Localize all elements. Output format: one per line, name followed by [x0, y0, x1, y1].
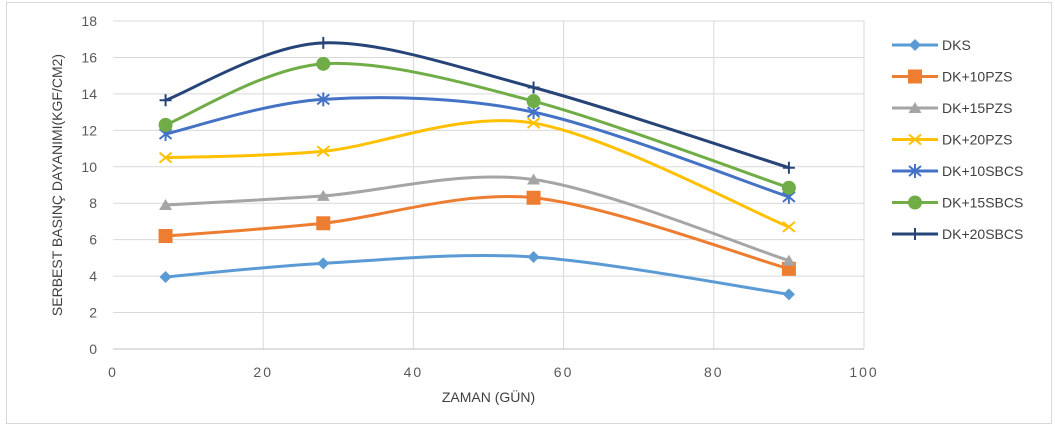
legend-marker [908, 133, 922, 146]
legend-item: DK+20SBCS [892, 226, 1023, 242]
data-point [158, 117, 173, 132]
y-tick-label: 10 [81, 159, 97, 175]
data-point [158, 229, 173, 244]
y-tick-label: 4 [89, 268, 97, 284]
y-tick-label: 16 [81, 49, 97, 65]
x-tick-label: 0 [108, 364, 118, 380]
x-tick-label: 40 [404, 364, 424, 380]
legend-marker [909, 39, 921, 51]
y-tick-label: 18 [81, 13, 97, 29]
y-tick-label: 0 [89, 341, 97, 357]
x-tick-label: 80 [704, 364, 724, 380]
data-point [316, 216, 331, 231]
y-tick-label: 14 [81, 86, 97, 102]
series-dk-10pzs [158, 190, 796, 276]
legend-item: DK+15SBCS [892, 195, 1023, 211]
data-point [316, 189, 330, 201]
legend-marker [908, 102, 922, 113]
legend-label: DKS [942, 37, 971, 53]
data-point [782, 161, 795, 174]
series-dk-20pzs [158, 117, 796, 233]
y-tick-label: 8 [89, 195, 97, 211]
x-tick-label: 100 [849, 364, 878, 380]
legend-label: DK+15SBCS [942, 195, 1023, 211]
legend-label: DK+20SBCS [942, 226, 1023, 242]
data-point [782, 221, 796, 233]
data-point [526, 94, 541, 109]
data-point [526, 117, 541, 129]
data-point [159, 199, 173, 211]
data-point [782, 254, 796, 266]
series-dk-10sbcs [158, 92, 796, 204]
data-point [158, 151, 173, 164]
series-dk-15pzs [159, 173, 796, 266]
data-point [317, 36, 330, 49]
legend-marker [908, 164, 922, 178]
legend-label: DK+20PZS [942, 132, 1012, 148]
data-point [316, 145, 330, 158]
x-tick-label: 20 [253, 364, 273, 380]
x-axis-ticks: 0 20 40 60 80 100 [108, 364, 878, 380]
y-tick-label: 2 [89, 305, 97, 321]
legend: DKS DK+10PZS DK+15PZS DK+20PZS DK+10SBCS DK+1… [892, 37, 1023, 242]
series-line [164, 41, 791, 170]
series-line [164, 253, 791, 296]
data-point [782, 288, 795, 301]
series-line [164, 61, 791, 190]
x-tick-label: 60 [554, 364, 574, 380]
x-axis-title: ZAMAN (GÜN) [442, 388, 535, 405]
chart-frame [6, 2, 1052, 424]
data-point [316, 56, 331, 71]
gridlines [113, 20, 865, 350]
data-point [527, 250, 540, 263]
legend-label: DK+10SBCS [942, 163, 1023, 179]
data-point [527, 81, 540, 94]
series-line [164, 175, 791, 263]
legend-item: DKS [892, 37, 971, 53]
y-axis-title: SERBEST BASINÇ DAYANIMI(KGF/CM2) [49, 54, 65, 316]
series-line [164, 195, 791, 271]
data-point [527, 173, 541, 185]
data-point [317, 257, 330, 270]
y-axis-ticks: 0 2 4 6 8 10 12 14 16 18 [81, 13, 97, 357]
series-line [164, 119, 791, 229]
legend-item: DK+15PZS [892, 100, 1012, 116]
legend-item: DK+20PZS [892, 132, 1012, 148]
data-point [781, 180, 796, 195]
data-point [159, 94, 172, 107]
legend-label: DK+10PZS [942, 69, 1012, 85]
data-point [316, 92, 330, 107]
series-dk-20sbcs [159, 36, 795, 174]
y-tick-label: 12 [81, 122, 97, 138]
legend-marker [909, 228, 921, 240]
series-line [164, 96, 791, 199]
series-dk-15sbcs [158, 56, 796, 195]
y-tick-label: 6 [89, 232, 97, 248]
legend-item: DK+10SBCS [892, 163, 1023, 179]
legend-marker [908, 69, 922, 84]
series-dks [159, 250, 795, 301]
legend-marker [908, 195, 922, 210]
legend-item: DK+10PZS [892, 69, 1012, 85]
data-point [159, 271, 172, 284]
series-lines [158, 36, 796, 301]
data-point [526, 190, 541, 205]
legend-label: DK+15PZS [942, 100, 1012, 116]
